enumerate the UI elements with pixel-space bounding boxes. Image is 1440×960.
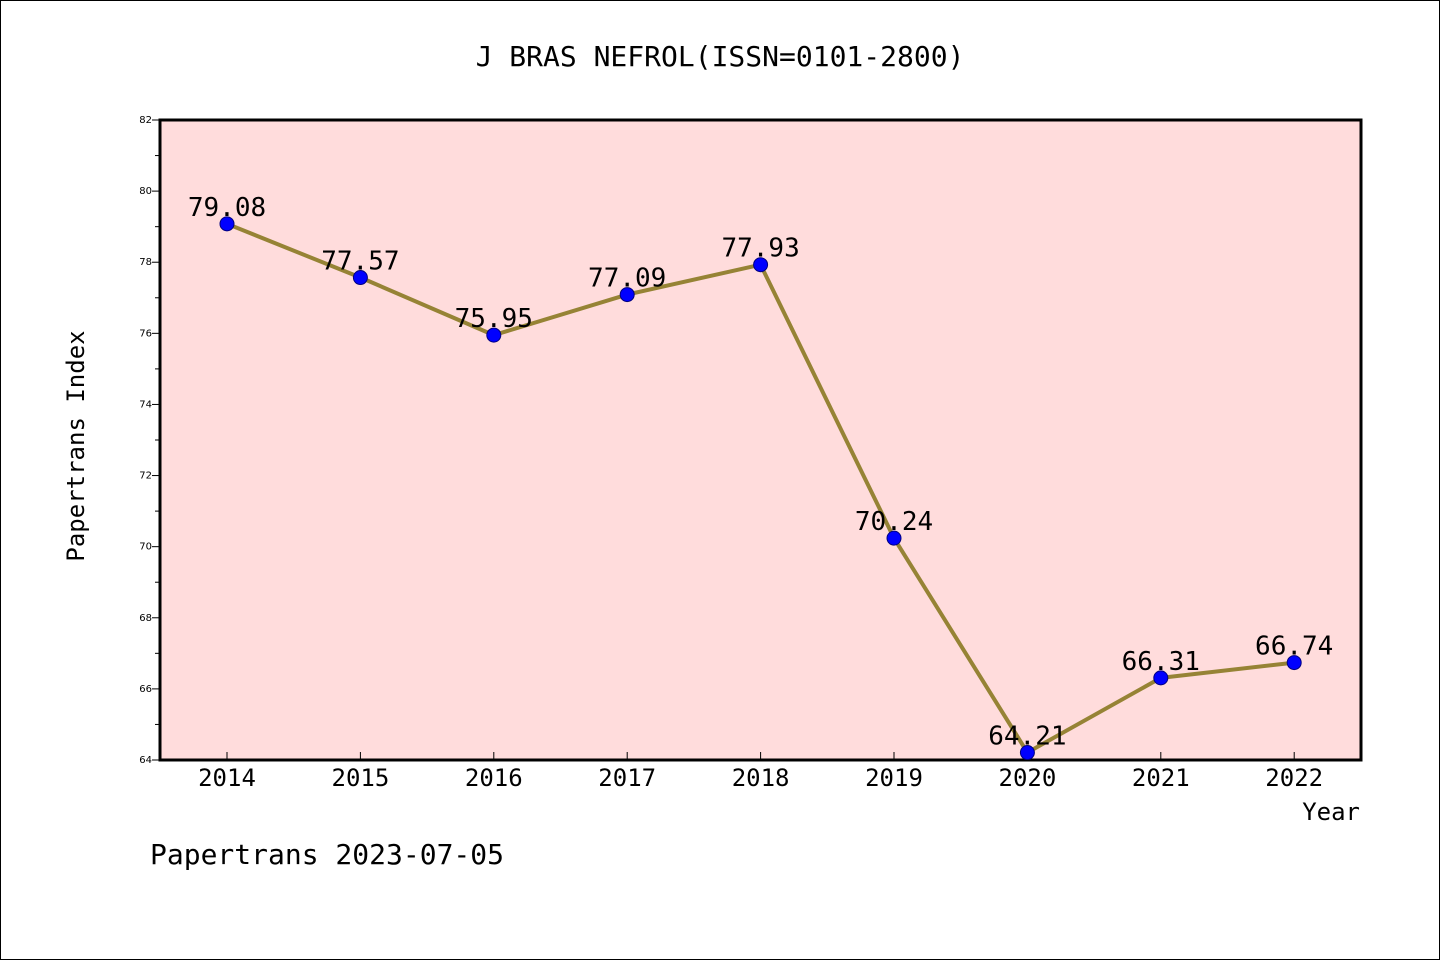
x-axis: 2014 2015 2016 2017 2018 2019 2020 2021 2022 — [198, 752, 1323, 792]
data-point-2018 — [753, 257, 769, 273]
data-label-2022: 66.74 — [1255, 632, 1333, 662]
y-tick-label: 74 — [139, 399, 152, 410]
data-label-2016: 75.95 — [455, 304, 533, 334]
data-point-2021 — [1153, 670, 1169, 686]
data-point-2014 — [219, 216, 235, 232]
data-point-2017 — [619, 287, 635, 303]
data-points — [219, 216, 1302, 761]
data-labels: 79.08 77.57 75.95 77.09 77.93 70.24 64.21 66.31… — [188, 193, 1333, 752]
y-tick-label: 80 — [139, 186, 152, 197]
data-point-2020 — [1019, 745, 1035, 761]
y-tick-label: 72 — [139, 471, 152, 482]
y-tick-label: 64 — [139, 755, 152, 766]
data-label-2017: 77.09 — [588, 264, 666, 294]
x-tick-label: 2021 — [1132, 764, 1190, 792]
y-tick-label: 82 — [139, 115, 152, 126]
x-tick-label: 2017 — [598, 764, 656, 792]
x-tick-label: 2016 — [465, 764, 523, 792]
x-tick-label: 2019 — [865, 764, 923, 792]
data-label-2014: 79.08 — [188, 193, 266, 223]
data-point-2022 — [1286, 655, 1302, 671]
y-tick-label: 68 — [139, 613, 152, 624]
plot-area — [158, 118, 1363, 762]
data-point-2015 — [352, 270, 368, 286]
data-label-2018: 77.93 — [721, 234, 799, 264]
data-point-2019 — [886, 530, 902, 546]
data-label-2015: 77.57 — [321, 247, 399, 277]
data-label-2019: 70.24 — [855, 507, 933, 537]
data-label-2021: 66.31 — [1122, 647, 1200, 677]
y-axis-title: Papertrans Index — [62, 330, 90, 561]
y-tick-label: 78 — [139, 257, 152, 268]
x-tick-label: 2014 — [198, 764, 256, 792]
x-tick-label: 2018 — [732, 764, 790, 792]
x-axis-title: Year — [1302, 798, 1360, 826]
footer-date-label: Papertrans 2023-07-05 — [150, 838, 504, 871]
y-tick-label: 70 — [139, 542, 152, 553]
data-label-2020: 64.21 — [988, 722, 1066, 752]
y-tick-label: 66 — [139, 684, 152, 695]
x-tick-label: 2020 — [999, 764, 1057, 792]
y-axis: 64 66 68 70 72 74 76 78 80 82 — [139, 115, 160, 766]
x-tick-label: 2022 — [1265, 764, 1323, 792]
data-point-2016 — [486, 327, 502, 343]
x-tick-label: 2015 — [332, 764, 390, 792]
y-tick-label: 76 — [139, 328, 152, 339]
chart-title: J BRAS NEFROL(ISSN=0101-2800) — [476, 40, 965, 73]
